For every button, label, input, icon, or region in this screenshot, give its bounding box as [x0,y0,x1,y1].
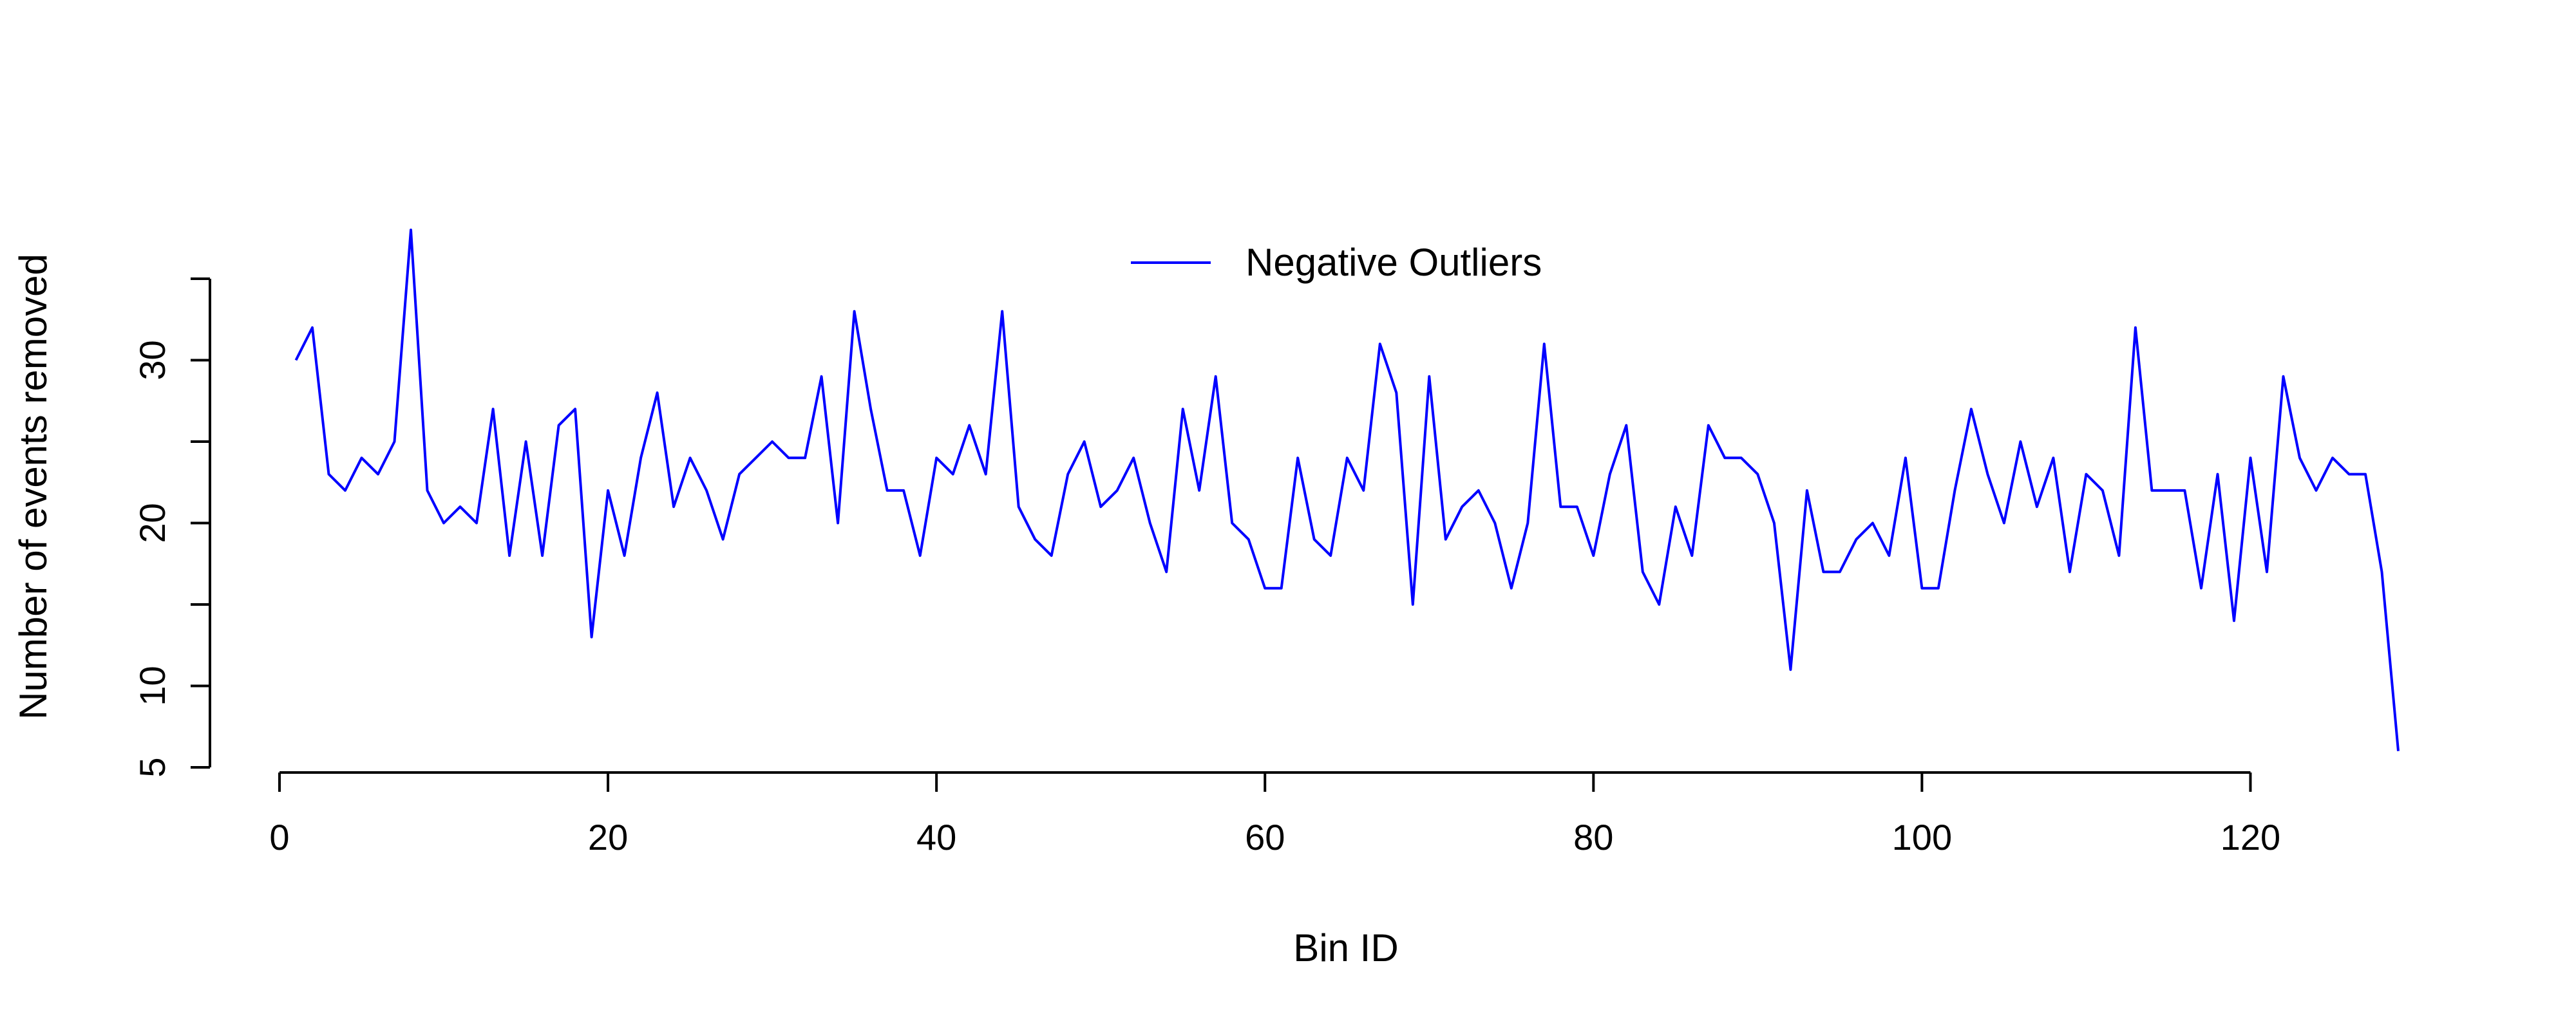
y-tick-label: 30 [132,340,173,380]
series-layer [294,229,2400,751]
series-line-negative-outliers [294,229,2400,751]
y-tick-label: 10 [132,666,173,706]
x-tick-label: 80 [1573,817,1613,857]
x-tick-label: 20 [588,817,628,857]
y-tick-label: 20 [132,503,173,543]
x-tick-label: 60 [1245,817,1285,857]
x-tick-label: 120 [2221,817,2280,857]
x-axis-title: Bin ID [1293,926,1398,969]
x-tick-label: 0 [269,817,289,857]
x-tick-label: 40 [916,817,956,857]
x-tick-label: 100 [1892,817,1952,857]
y-axis: 5 10 20 30 [132,277,211,778]
y-tick-label: 5 [132,757,173,777]
legend-label: Negative Outliers [1245,241,1542,284]
legend: Negative Outliers [1131,241,1542,284]
y-axis-title: Number of events removed [12,254,55,720]
x-axis: 0 20 40 60 80 100 120 [269,771,2280,857]
